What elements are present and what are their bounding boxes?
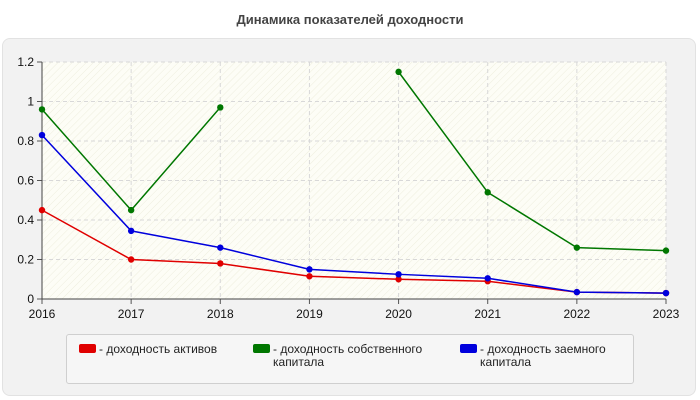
series-line bbox=[41, 134, 667, 294]
legend-swatch-red bbox=[79, 344, 96, 353]
x-tick-label: 2020 bbox=[385, 307, 412, 321]
legend: - доходность активов - доходность собств… bbox=[66, 334, 634, 384]
x-tick-label: 2018 bbox=[207, 307, 234, 321]
x-tick-label: 2023 bbox=[653, 307, 680, 321]
data-point bbox=[306, 273, 313, 280]
data-point bbox=[127, 227, 135, 235]
y-tick-labels: 0 0.2 0.4 0.6 0.8 1 1.2 bbox=[17, 55, 34, 306]
series-2 bbox=[38, 68, 670, 254]
data-point bbox=[395, 68, 402, 76]
data-point bbox=[395, 271, 402, 278]
data-point bbox=[127, 206, 135, 214]
legend-label: - доходность заемного капитала bbox=[480, 342, 606, 369]
x-tick-label: 2016 bbox=[29, 307, 56, 321]
legend-label: - доходность активов bbox=[99, 342, 218, 356]
x-tick-label: 2017 bbox=[118, 307, 145, 321]
series-3 bbox=[38, 131, 670, 297]
data-point bbox=[484, 275, 491, 282]
y-tick-label: 1.2 bbox=[17, 55, 34, 69]
data-point bbox=[217, 104, 224, 111]
data-point bbox=[573, 244, 581, 251]
grid bbox=[41, 61, 667, 300]
y-tick-label: 0.2 bbox=[17, 253, 34, 267]
legend-swatch-blue bbox=[460, 344, 477, 353]
data-point bbox=[38, 131, 46, 139]
series-line bbox=[397, 71, 667, 252]
data-point bbox=[662, 289, 670, 297]
data-point bbox=[573, 288, 581, 296]
data-point bbox=[395, 276, 402, 283]
x-tick-label: 2022 bbox=[564, 307, 591, 321]
y-tick-label: 0.4 bbox=[17, 213, 34, 227]
axes bbox=[37, 61, 667, 304]
data-point bbox=[484, 189, 491, 196]
y-tick-label: 0.6 bbox=[17, 174, 34, 188]
series-group bbox=[38, 68, 670, 297]
data-point bbox=[38, 206, 46, 214]
data-point bbox=[662, 247, 670, 254]
data-point bbox=[306, 266, 313, 273]
x-tick-label: 2019 bbox=[296, 307, 323, 321]
legend-swatch-green bbox=[253, 344, 270, 353]
y-tick-label: 1 bbox=[27, 95, 34, 109]
legend-label: - доходность собственного капитала bbox=[273, 342, 423, 369]
data-point bbox=[127, 256, 135, 263]
data-point bbox=[217, 260, 224, 267]
data-point bbox=[38, 106, 46, 113]
y-tick-label: 0.8 bbox=[17, 134, 34, 148]
x-tick-label: 2021 bbox=[474, 307, 501, 321]
chart-title: Динамика показателей доходности bbox=[236, 12, 464, 27]
x-tick-labels: 2016 2017 2018 2019 2020 2021 2022 2023 bbox=[29, 307, 680, 321]
data-point bbox=[217, 244, 224, 251]
y-tick-label: 0 bbox=[27, 292, 34, 306]
